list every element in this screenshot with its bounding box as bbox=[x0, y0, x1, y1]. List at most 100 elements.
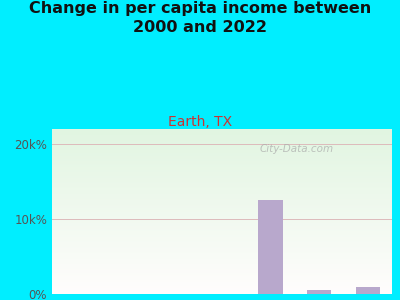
Bar bbox=[52, 145, 392, 146]
Bar bbox=[52, 166, 392, 167]
Bar bbox=[52, 270, 392, 271]
Bar bbox=[356, 287, 380, 294]
Bar bbox=[52, 157, 392, 158]
Bar bbox=[52, 224, 392, 225]
Bar bbox=[52, 151, 392, 152]
Text: Earth, TX: Earth, TX bbox=[168, 116, 232, 130]
Bar bbox=[52, 202, 392, 203]
Bar bbox=[52, 175, 392, 176]
Bar bbox=[52, 223, 392, 224]
Bar bbox=[52, 266, 392, 267]
Bar bbox=[52, 250, 392, 251]
Bar bbox=[52, 167, 392, 168]
Bar bbox=[52, 249, 392, 250]
Bar bbox=[52, 218, 392, 219]
Bar bbox=[52, 193, 392, 194]
Bar bbox=[52, 202, 392, 203]
Bar bbox=[52, 180, 392, 181]
Bar bbox=[52, 177, 392, 178]
Bar bbox=[52, 280, 392, 281]
Bar bbox=[52, 135, 392, 136]
Bar bbox=[52, 142, 392, 143]
Bar bbox=[52, 211, 392, 212]
Bar bbox=[52, 231, 392, 232]
Bar bbox=[52, 197, 392, 198]
Bar bbox=[52, 260, 392, 261]
Bar bbox=[52, 245, 392, 246]
Bar bbox=[52, 253, 392, 254]
Bar bbox=[52, 246, 392, 247]
Bar bbox=[52, 265, 392, 266]
Bar bbox=[52, 236, 392, 237]
Bar bbox=[52, 291, 392, 292]
Bar bbox=[52, 293, 392, 294]
Bar bbox=[52, 161, 392, 162]
Bar bbox=[52, 243, 392, 244]
Bar bbox=[52, 171, 392, 172]
Bar bbox=[52, 261, 392, 262]
Bar bbox=[52, 227, 392, 228]
Bar bbox=[52, 134, 392, 135]
Bar bbox=[52, 219, 392, 220]
Bar bbox=[52, 275, 392, 276]
Bar bbox=[52, 164, 392, 165]
Bar bbox=[52, 168, 392, 169]
Bar bbox=[52, 235, 392, 236]
Bar bbox=[52, 156, 392, 157]
Bar bbox=[52, 267, 392, 268]
Bar bbox=[52, 138, 392, 139]
Bar bbox=[52, 172, 392, 173]
Bar bbox=[52, 191, 392, 192]
Bar bbox=[52, 149, 392, 150]
Bar bbox=[52, 207, 392, 208]
Bar bbox=[52, 282, 392, 283]
Bar bbox=[52, 176, 392, 177]
Bar bbox=[52, 210, 392, 211]
Bar bbox=[52, 238, 392, 239]
Bar bbox=[52, 206, 392, 207]
Bar bbox=[52, 169, 392, 170]
Bar bbox=[52, 262, 392, 263]
Bar bbox=[52, 155, 392, 156]
Bar bbox=[52, 200, 392, 201]
Bar bbox=[52, 230, 392, 231]
Bar bbox=[52, 241, 392, 242]
Bar bbox=[52, 278, 392, 279]
Bar bbox=[52, 247, 392, 248]
Bar bbox=[52, 229, 392, 230]
Bar bbox=[52, 187, 392, 188]
Bar bbox=[52, 283, 392, 284]
Bar bbox=[52, 185, 392, 186]
Bar bbox=[52, 195, 392, 196]
Bar bbox=[52, 160, 392, 161]
Bar bbox=[52, 273, 392, 274]
Bar bbox=[52, 226, 392, 227]
Bar bbox=[52, 170, 392, 171]
Bar bbox=[52, 169, 392, 170]
Bar bbox=[52, 237, 392, 238]
Bar bbox=[52, 222, 392, 223]
Bar bbox=[52, 146, 392, 147]
Bar bbox=[52, 179, 392, 180]
Bar bbox=[52, 136, 392, 137]
Bar bbox=[52, 259, 392, 260]
Bar bbox=[258, 200, 283, 294]
Bar bbox=[52, 264, 392, 265]
Text: Change in per capita income between
2000 and 2022: Change in per capita income between 2000… bbox=[29, 2, 371, 35]
Bar bbox=[52, 163, 392, 164]
Bar bbox=[52, 288, 392, 289]
Bar bbox=[52, 285, 392, 286]
Bar bbox=[52, 150, 392, 151]
Bar bbox=[52, 287, 392, 288]
Bar bbox=[52, 190, 392, 191]
Bar bbox=[52, 292, 392, 293]
Bar bbox=[52, 204, 392, 205]
Bar bbox=[52, 129, 392, 130]
Bar bbox=[52, 165, 392, 166]
Bar bbox=[52, 255, 392, 256]
Bar bbox=[52, 279, 392, 280]
Bar bbox=[52, 196, 392, 197]
Bar bbox=[52, 192, 392, 193]
Bar bbox=[52, 234, 392, 235]
Bar bbox=[52, 276, 392, 277]
